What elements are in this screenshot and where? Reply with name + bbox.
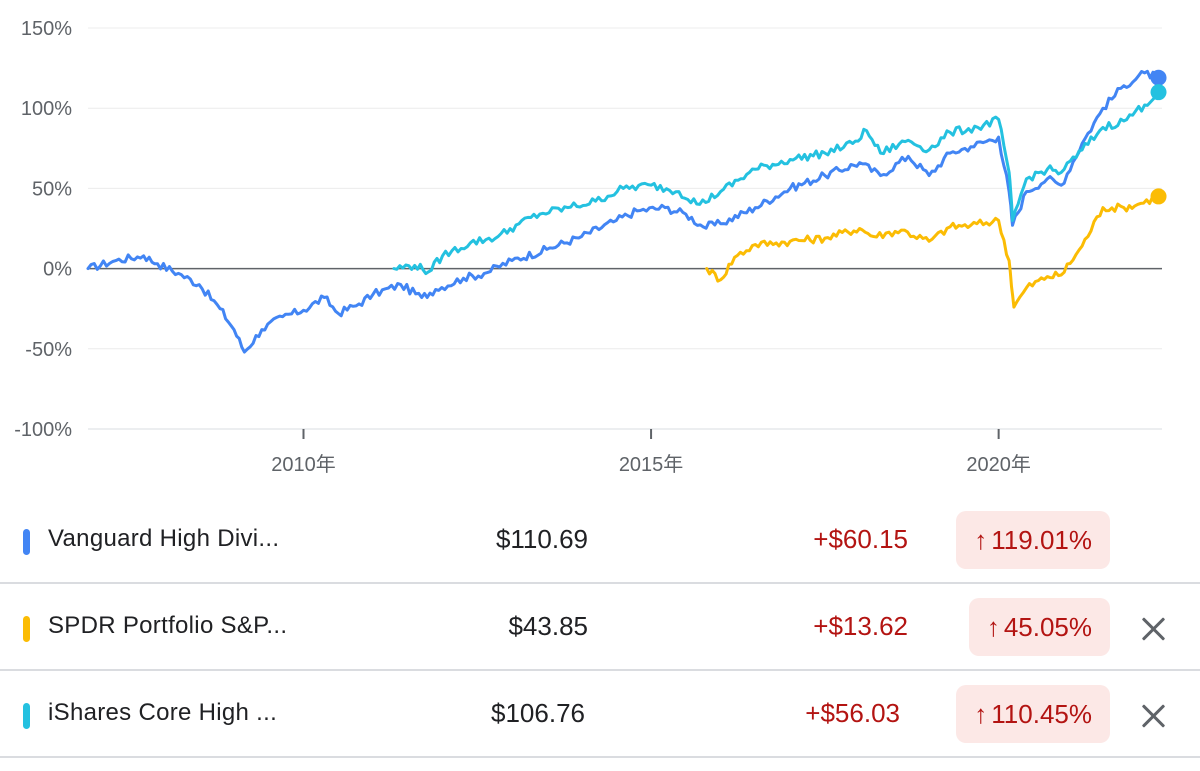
y-tick-label: 100%: [21, 98, 72, 120]
arrow-up-icon: ↑: [974, 525, 988, 555]
series-line: [705, 194, 1160, 309]
y-tick-label: -100%: [14, 419, 72, 441]
series-color-swatch: [23, 703, 30, 729]
holding-price: $106.76: [491, 698, 585, 728]
series-endpoint: [1150, 188, 1167, 205]
holding-percent-badge: ↑ 45.05%: [968, 598, 1110, 656]
series-color-swatch: [23, 529, 30, 555]
series-lines: [86, 69, 1167, 354]
arrow-up-icon: ↑: [974, 699, 988, 729]
holding-price: $110.69: [495, 524, 588, 554]
comparison-chart: 150% 100% 50% 0% -50% -100% 2010年 2015年 2020年: [14, 18, 1167, 476]
y-tick-label: -50%: [25, 339, 72, 361]
holding-price: $43.85: [508, 611, 588, 641]
holding-name: Vanguard High Divi...: [48, 525, 280, 552]
holding-percent: 119.01%: [991, 525, 1092, 555]
series-line: [86, 69, 1160, 354]
close-icon[interactable]: [1138, 614, 1168, 644]
arrow-up-icon: ↑: [986, 612, 1000, 642]
holding-name: iShares Core High ...: [48, 699, 278, 726]
holding-row-spdr[interactable]: SPDR Portfolio S&P... $43.85 +$13.62 ↑ 45…: [0, 584, 1200, 671]
close-icon[interactable]: [1138, 701, 1168, 731]
holding-percent-badge: ↑ 110.45%: [956, 685, 1110, 743]
y-axis-ticks: 150% 100% 50% 0% -50% -100%: [14, 18, 72, 441]
series-color-swatch: [23, 616, 30, 642]
grid-lines: [88, 27, 1162, 430]
x-tick-label: 2020年: [966, 453, 1031, 476]
holdings-list: Vanguard High Divi... $110.69 +$60.15 ↑ 1…: [0, 497, 1200, 758]
series-endpoint: [1150, 69, 1167, 86]
holding-row-ishares[interactable]: iShares Core High ... $106.76 +$56.03 ↑ 1…: [0, 671, 1200, 758]
x-tick-label: 2010年: [271, 453, 336, 476]
y-tick-label: 50%: [32, 178, 72, 200]
holding-change: +$60.15: [813, 524, 908, 554]
holding-change: +$56.03: [805, 698, 900, 728]
x-axis-ticks: 2010年 2015年 2020年: [271, 429, 1031, 476]
holding-percent: 45.05%: [1003, 612, 1092, 642]
holding-row-vanguard[interactable]: Vanguard High Divi... $110.69 +$60.15 ↑ 1…: [0, 497, 1200, 584]
series-endpoint: [1150, 84, 1167, 101]
x-tick-label: 2015年: [619, 453, 684, 476]
holding-percent-badge: ↑ 119.01%: [956, 511, 1110, 569]
y-tick-label: 0%: [43, 259, 72, 281]
series-line: [392, 90, 1160, 276]
holding-change: +$13.62: [813, 611, 908, 641]
y-tick-label: 150%: [21, 18, 72, 40]
holding-name: SPDR Portfolio S&P...: [48, 612, 288, 639]
holding-percent: 110.45%: [991, 699, 1092, 729]
